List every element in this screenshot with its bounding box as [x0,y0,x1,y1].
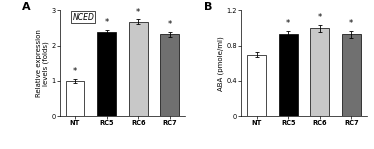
Bar [129,22,148,116]
Bar [65,81,85,116]
Y-axis label: Relative expression
levels (folds): Relative expression levels (folds) [36,29,49,97]
Text: B: B [204,2,212,12]
Text: *: * [318,13,322,22]
Bar [342,34,361,116]
Bar [279,34,298,116]
Bar [310,28,329,116]
Bar [247,55,266,116]
Text: *: * [73,67,77,76]
Text: A: A [22,2,31,12]
Text: *: * [286,19,290,28]
Text: NCED: NCED [72,13,94,22]
Text: *: * [104,18,109,27]
Text: *: * [168,20,172,29]
Text: *: * [136,8,140,17]
Text: *: * [349,19,353,28]
Bar [160,34,179,116]
Y-axis label: ABA (pmole/ml): ABA (pmole/ml) [218,36,224,91]
Bar [97,32,116,116]
